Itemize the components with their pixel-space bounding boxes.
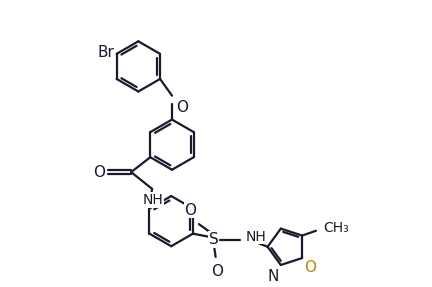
Text: O: O <box>211 264 223 279</box>
Text: O: O <box>93 165 105 180</box>
Text: N: N <box>267 269 278 284</box>
Text: Br: Br <box>97 45 114 60</box>
Text: O: O <box>305 260 317 276</box>
Text: O: O <box>184 203 197 218</box>
Text: S: S <box>209 232 219 247</box>
Text: NH: NH <box>142 193 163 207</box>
Text: O: O <box>176 100 188 115</box>
Text: CH₃: CH₃ <box>324 221 349 235</box>
Text: NH: NH <box>246 230 267 244</box>
